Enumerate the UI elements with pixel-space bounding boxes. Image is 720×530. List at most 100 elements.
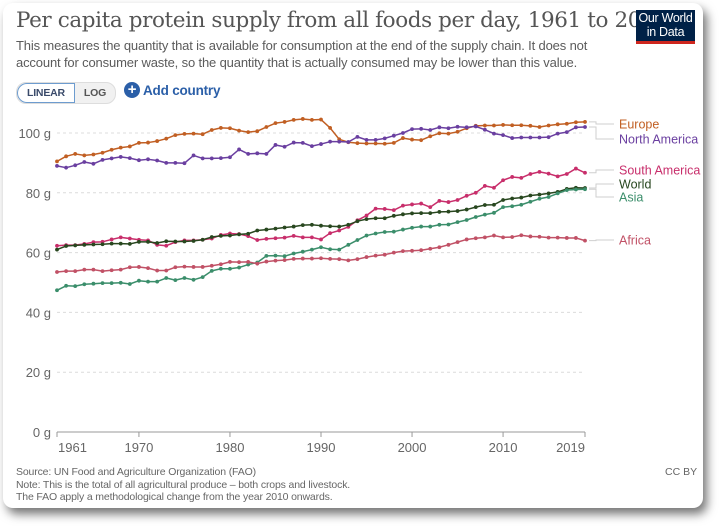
legend-label-europe[interactable]: Europe <box>619 118 659 132</box>
data-point[interactable] <box>282 120 287 124</box>
series-asia[interactable] <box>55 187 587 293</box>
data-point[interactable] <box>109 241 114 246</box>
data-point[interactable] <box>137 140 141 145</box>
data-point[interactable] <box>519 195 524 200</box>
data-point[interactable] <box>91 161 96 166</box>
data-point[interactable] <box>82 242 87 247</box>
data-point[interactable] <box>282 144 287 149</box>
log-scale-button[interactable]: LOG <box>83 87 107 99</box>
data-point[interactable] <box>319 117 323 122</box>
data-point[interactable] <box>410 225 414 230</box>
data-point[interactable] <box>528 135 533 140</box>
data-point[interactable] <box>319 256 323 261</box>
data-point[interactable] <box>355 219 360 224</box>
data-point[interactable] <box>237 128 241 133</box>
series-north-america[interactable] <box>55 124 587 170</box>
data-point[interactable] <box>228 126 232 131</box>
data-point[interactable] <box>419 211 424 216</box>
data-point[interactable] <box>419 126 424 131</box>
legend-label-asia[interactable]: Asia <box>619 191 643 205</box>
data-point[interactable] <box>200 265 205 269</box>
data-point[interactable] <box>382 216 387 221</box>
data-point[interactable] <box>218 266 223 271</box>
data-point[interactable] <box>100 281 105 285</box>
data-point[interactable] <box>401 131 405 135</box>
data-point[interactable] <box>537 196 542 201</box>
data-point[interactable] <box>373 141 378 146</box>
data-point[interactable] <box>473 236 478 241</box>
data-point[interactable] <box>191 131 196 136</box>
data-point[interactable] <box>246 259 251 264</box>
data-point[interactable] <box>73 284 78 288</box>
license-text[interactable]: CC BY <box>665 466 698 478</box>
data-point[interactable] <box>519 233 524 238</box>
data-point[interactable] <box>73 163 78 168</box>
data-point[interactable] <box>546 135 551 140</box>
data-point[interactable] <box>282 235 287 240</box>
data-point[interactable] <box>355 141 360 146</box>
data-point[interactable] <box>410 202 414 207</box>
data-point[interactable] <box>282 258 287 262</box>
data-point[interactable] <box>109 268 114 273</box>
data-point[interactable] <box>482 184 487 188</box>
data-point[interactable] <box>300 256 305 261</box>
data-point[interactable] <box>337 139 342 144</box>
data-point[interactable] <box>437 210 442 214</box>
data-point[interactable] <box>55 247 59 252</box>
data-point[interactable] <box>64 283 69 288</box>
data-point[interactable] <box>73 269 78 274</box>
data-point[interactable] <box>191 153 196 158</box>
data-point[interactable] <box>473 190 478 195</box>
data-point[interactable] <box>510 123 515 128</box>
data-point[interactable] <box>437 198 442 203</box>
data-point[interactable] <box>182 131 187 136</box>
data-point[interactable] <box>146 279 150 284</box>
data-point[interactable] <box>291 224 296 229</box>
data-point[interactable] <box>218 233 223 238</box>
data-point[interactable] <box>437 131 442 136</box>
data-point[interactable] <box>464 207 469 212</box>
data-point[interactable] <box>428 128 433 132</box>
data-point[interactable] <box>328 256 333 261</box>
data-point[interactable] <box>255 129 260 134</box>
data-point[interactable] <box>237 265 241 270</box>
data-point[interactable] <box>109 147 114 152</box>
data-point[interactable] <box>237 147 241 152</box>
data-point[interactable] <box>564 172 569 176</box>
data-point[interactable] <box>492 185 496 190</box>
data-point[interactable] <box>519 175 524 180</box>
data-point[interactable] <box>300 140 305 145</box>
data-point[interactable] <box>127 144 132 149</box>
series-line[interactable] <box>56 118 586 163</box>
data-point[interactable] <box>401 203 405 208</box>
data-point[interactable] <box>555 191 560 196</box>
data-point[interactable] <box>546 195 551 199</box>
data-point[interactable] <box>364 233 369 238</box>
data-point[interactable] <box>264 259 269 264</box>
data-point[interactable] <box>200 237 205 242</box>
data-point[interactable] <box>264 236 269 241</box>
data-point[interactable] <box>146 140 150 145</box>
data-point[interactable] <box>482 235 487 240</box>
data-point[interactable] <box>137 278 141 283</box>
data-point[interactable] <box>109 156 114 161</box>
data-point[interactable] <box>191 239 196 243</box>
data-point[interactable] <box>228 266 232 271</box>
owid-logo[interactable]: Our World in Data <box>636 10 695 44</box>
data-point[interactable] <box>309 235 314 240</box>
data-point[interactable] <box>382 230 387 234</box>
data-point[interactable] <box>291 233 296 238</box>
data-point[interactable] <box>100 242 105 247</box>
legend-label-africa[interactable]: Africa <box>619 234 651 248</box>
data-point[interactable] <box>482 127 487 132</box>
data-point[interactable] <box>373 206 378 211</box>
data-point[interactable] <box>391 140 396 145</box>
data-point[interactable] <box>173 278 178 283</box>
data-point[interactable] <box>137 239 141 244</box>
data-point[interactable] <box>209 128 214 132</box>
data-point[interactable] <box>146 266 150 271</box>
data-point[interactable] <box>328 139 333 144</box>
data-point[interactable] <box>300 223 305 227</box>
data-point[interactable] <box>501 133 505 137</box>
data-point[interactable] <box>173 133 178 137</box>
